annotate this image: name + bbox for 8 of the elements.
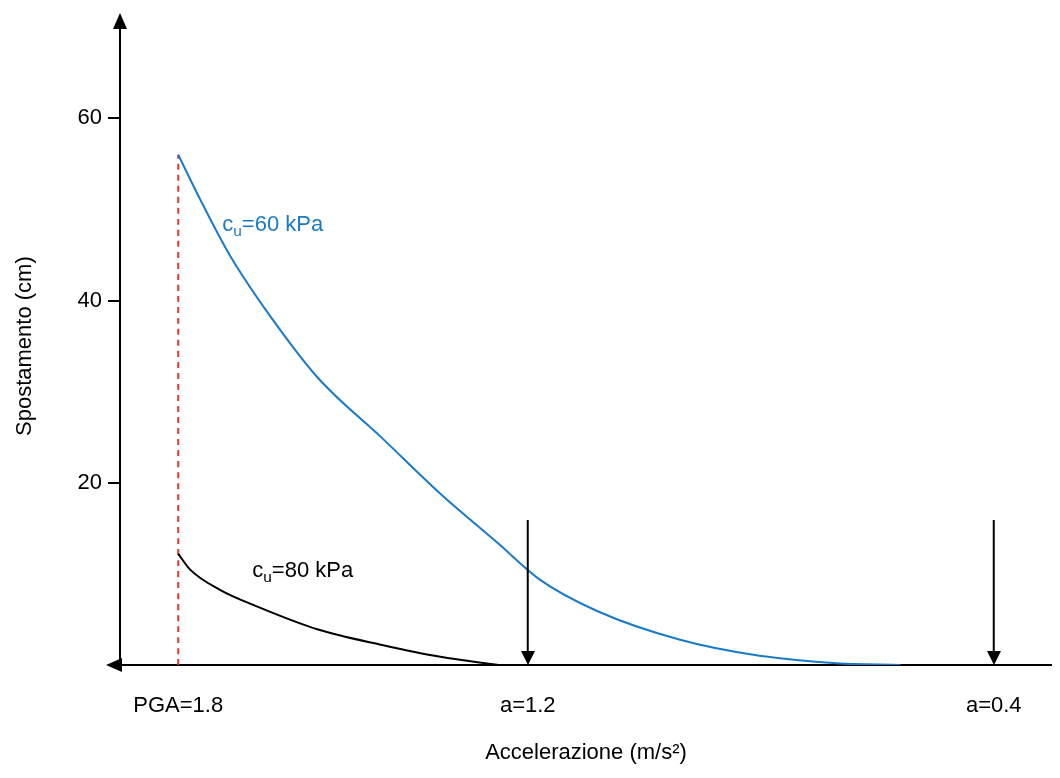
x-tick-label: a=0.4 (965, 692, 1022, 718)
x-axis-title: Accelerazione (m/s²) (485, 738, 687, 764)
y-tick-label: 60 (77, 104, 102, 130)
y-tick-label: 20 (77, 468, 102, 494)
y-axis-title: Spostamento (cm) (11, 256, 37, 436)
y-tick-label: 40 (77, 286, 102, 312)
x-tick-label: a=1.2 (499, 692, 556, 718)
x-tick-label: PGA=1.8 (133, 692, 224, 718)
